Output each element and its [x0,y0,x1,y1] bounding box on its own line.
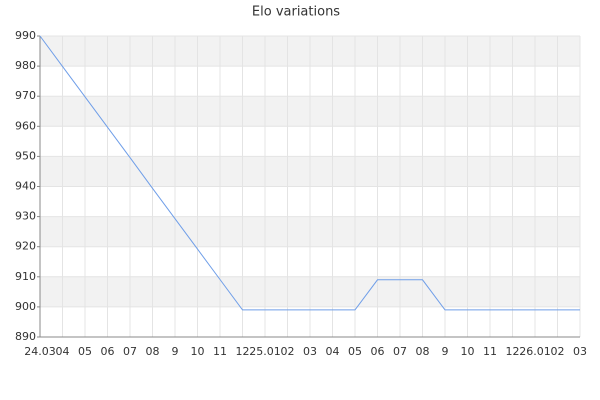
x-tick-label: 24.03 [24,345,56,358]
x-tick-label: 9 [442,345,449,358]
x-tick-label: 03 [303,345,317,358]
x-tick-label: 08 [416,345,430,358]
x-tick-label: 07 [123,345,137,358]
x-tick-label: 02 [551,345,565,358]
y-tick-label: 930 [15,210,36,223]
x-tick-label: 11 [483,345,497,358]
y-tick-label: 980 [15,59,36,72]
x-tick-label: 08 [146,345,160,358]
x-tick-label: 04 [56,345,70,358]
y-tick-label: 990 [15,29,36,42]
x-tick-label: 04 [326,345,340,358]
x-tick-label: 25.01 [249,345,281,358]
x-tick-label: 06 [101,345,115,358]
y-tick-label: 910 [15,270,36,283]
y-tick-label: 960 [15,119,36,132]
x-tick-label: 9 [172,345,179,358]
x-tick-label: 11 [213,345,227,358]
y-tick-label: 890 [15,330,36,343]
y-tick-label: 950 [15,149,36,162]
x-tick-label: 10 [191,345,205,358]
line [39,35,580,311]
x-tick-label: 07 [393,345,407,358]
y-tick-label: 970 [15,89,36,102]
x-tick-label: 05 [348,345,362,358]
x-tick-label: 12 [236,345,250,358]
chart-title: Elo variations [252,5,340,20]
x-tick-label: 02 [281,345,295,358]
y-tick-label: 900 [15,300,36,313]
x-tick-label: 05 [78,345,92,358]
x-tick-label: 26.01 [519,345,551,358]
x-tick-label: 03 [573,345,587,358]
y-tick-label: 940 [15,180,36,193]
x-tick-label: 06 [371,345,385,358]
x-tick-label: 12 [506,345,520,358]
y-tick-label: 920 [15,240,36,253]
x-tick-label: 10 [461,345,475,358]
